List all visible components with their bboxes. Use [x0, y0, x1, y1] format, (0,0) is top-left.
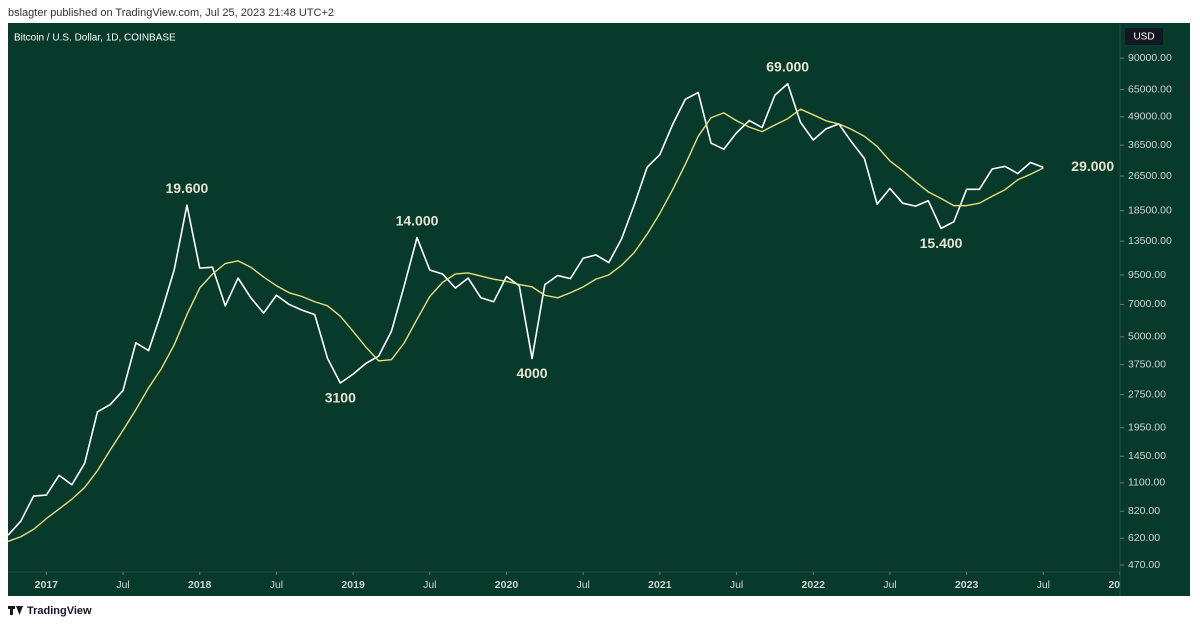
y-tick-label: 26500.00: [1128, 170, 1172, 182]
price-annotation: 14.000: [396, 212, 439, 228]
publish-header: bslagter published on TradingView.com, J…: [8, 7, 334, 19]
price-annotation: 4000: [516, 365, 547, 381]
x-tick-label: 2024: [1108, 579, 1132, 591]
price-annotation: 69.000: [766, 58, 809, 74]
tradingview-logo: [8, 606, 23, 615]
y-tick-label: 9500.00: [1128, 269, 1166, 281]
y-tick-label: 49000.00: [1128, 111, 1172, 123]
y-tick-label: 2750.00: [1128, 388, 1166, 400]
x-tick-label: 2017: [35, 579, 59, 591]
x-tick-label: 2023: [955, 579, 979, 591]
price-annotation: 29.000: [1071, 158, 1114, 174]
x-tick-label: Jul: [270, 579, 283, 591]
y-tick-label: 36500.00: [1128, 139, 1172, 151]
y-tick-label: 820.00: [1128, 505, 1160, 517]
y-tick-label: 470.00: [1128, 559, 1160, 571]
y-tick-label: 5000.00: [1128, 331, 1166, 343]
y-tick-label: 1450.00: [1128, 450, 1166, 462]
x-tick-label: Jul: [1037, 579, 1050, 591]
y-tick-label: 1100.00: [1128, 477, 1165, 489]
x-tick-label: 2020: [495, 579, 519, 591]
price-annotation: 15.400: [920, 235, 963, 251]
x-tick-label: Jul: [883, 579, 896, 591]
x-tick-label: 2022: [802, 579, 826, 591]
y-tick-label: 1950.00: [1128, 422, 1166, 434]
price-annotation: 3100: [325, 390, 356, 406]
y-tick-label: 18500.00: [1128, 204, 1172, 216]
time-axis: 2017 Jul 2018 Jul 2019 Jul 2020 Jul 2021 Jul 2022 J…: [35, 572, 1132, 591]
x-tick-label: 2019: [341, 579, 365, 591]
y-tick-label: 65000.00: [1128, 83, 1172, 95]
chart-title: Bitcoin / U.S. Dollar, 1D, COINBASE: [14, 33, 176, 44]
y-tick-label: 3750.00: [1128, 358, 1166, 370]
currency-label: USD: [1133, 32, 1154, 43]
y-tick-label: 620.00: [1128, 532, 1160, 544]
x-tick-label: 2021: [648, 579, 672, 591]
currency-box: [1125, 28, 1163, 45]
y-tick-label: 13500.00: [1128, 235, 1172, 247]
chart-background: [8, 23, 1190, 596]
y-tick-label: 7000.00: [1128, 298, 1166, 310]
plot-area: [8, 82, 1044, 543]
moving-average-line: [8, 108, 1044, 543]
price-line: [8, 82, 1044, 536]
x-tick-label: 2018: [188, 579, 212, 591]
x-tick-label: Jul: [576, 579, 589, 591]
footer-brand: TradingView: [27, 605, 92, 617]
x-tick-label: Jul: [423, 579, 436, 591]
x-tick-label: Jul: [730, 579, 743, 591]
y-tick-label: 90000.00: [1128, 52, 1172, 64]
x-tick-label: Jul: [116, 579, 129, 591]
price-annotation: 19.600: [166, 180, 209, 196]
